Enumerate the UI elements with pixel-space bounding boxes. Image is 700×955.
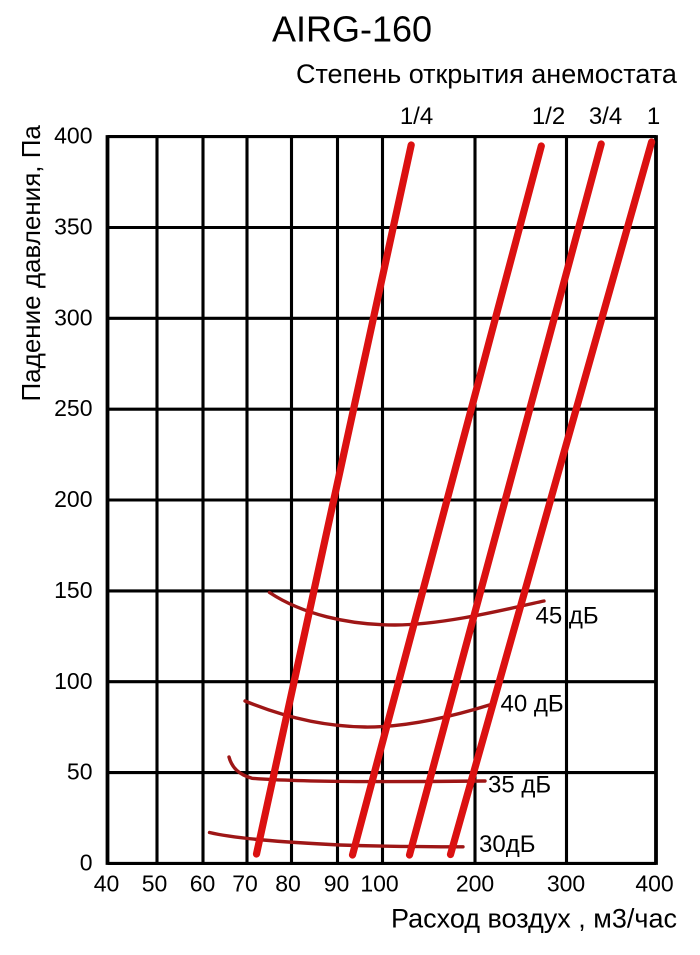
svg-text:35 дБ: 35 дБ (488, 771, 551, 798)
svg-text:150: 150 (54, 577, 92, 603)
svg-text:100: 100 (54, 668, 92, 694)
svg-text:90: 90 (324, 871, 350, 897)
svg-text:50: 50 (142, 871, 168, 897)
svg-text:1: 1 (647, 103, 660, 130)
svg-text:100: 100 (360, 871, 398, 897)
svg-text:0: 0 (80, 849, 93, 875)
svg-text:1/4: 1/4 (400, 103, 433, 130)
svg-text:250: 250 (54, 395, 92, 421)
svg-text:40 дБ: 40 дБ (501, 691, 564, 718)
svg-text:300: 300 (54, 304, 92, 330)
svg-text:80: 80 (275, 871, 301, 897)
svg-text:400: 400 (54, 123, 92, 149)
svg-text:60: 60 (190, 871, 216, 897)
svg-text:40: 40 (94, 871, 120, 897)
svg-text:1/2: 1/2 (532, 103, 565, 130)
svg-text:200: 200 (456, 871, 494, 897)
svg-text:Расход воздух , м3/час: Расход воздух , м3/час (391, 904, 677, 934)
svg-text:30дБ: 30дБ (479, 831, 535, 858)
svg-text:300: 300 (547, 871, 585, 897)
svg-text:50: 50 (67, 759, 93, 785)
svg-text:400: 400 (635, 871, 673, 897)
svg-text:350: 350 (54, 214, 92, 240)
svg-text:200: 200 (54, 486, 92, 512)
svg-text:3/4: 3/4 (589, 103, 622, 130)
svg-text:70: 70 (232, 871, 258, 897)
svg-text:Степень открытия анемостата: Степень открытия анемостата (296, 59, 678, 89)
svg-text:AIRG-160: AIRG-160 (272, 9, 432, 50)
svg-text:45 дБ: 45 дБ (536, 603, 599, 630)
svg-text:Падение давления, Па: Падение давления, Па (16, 125, 46, 402)
